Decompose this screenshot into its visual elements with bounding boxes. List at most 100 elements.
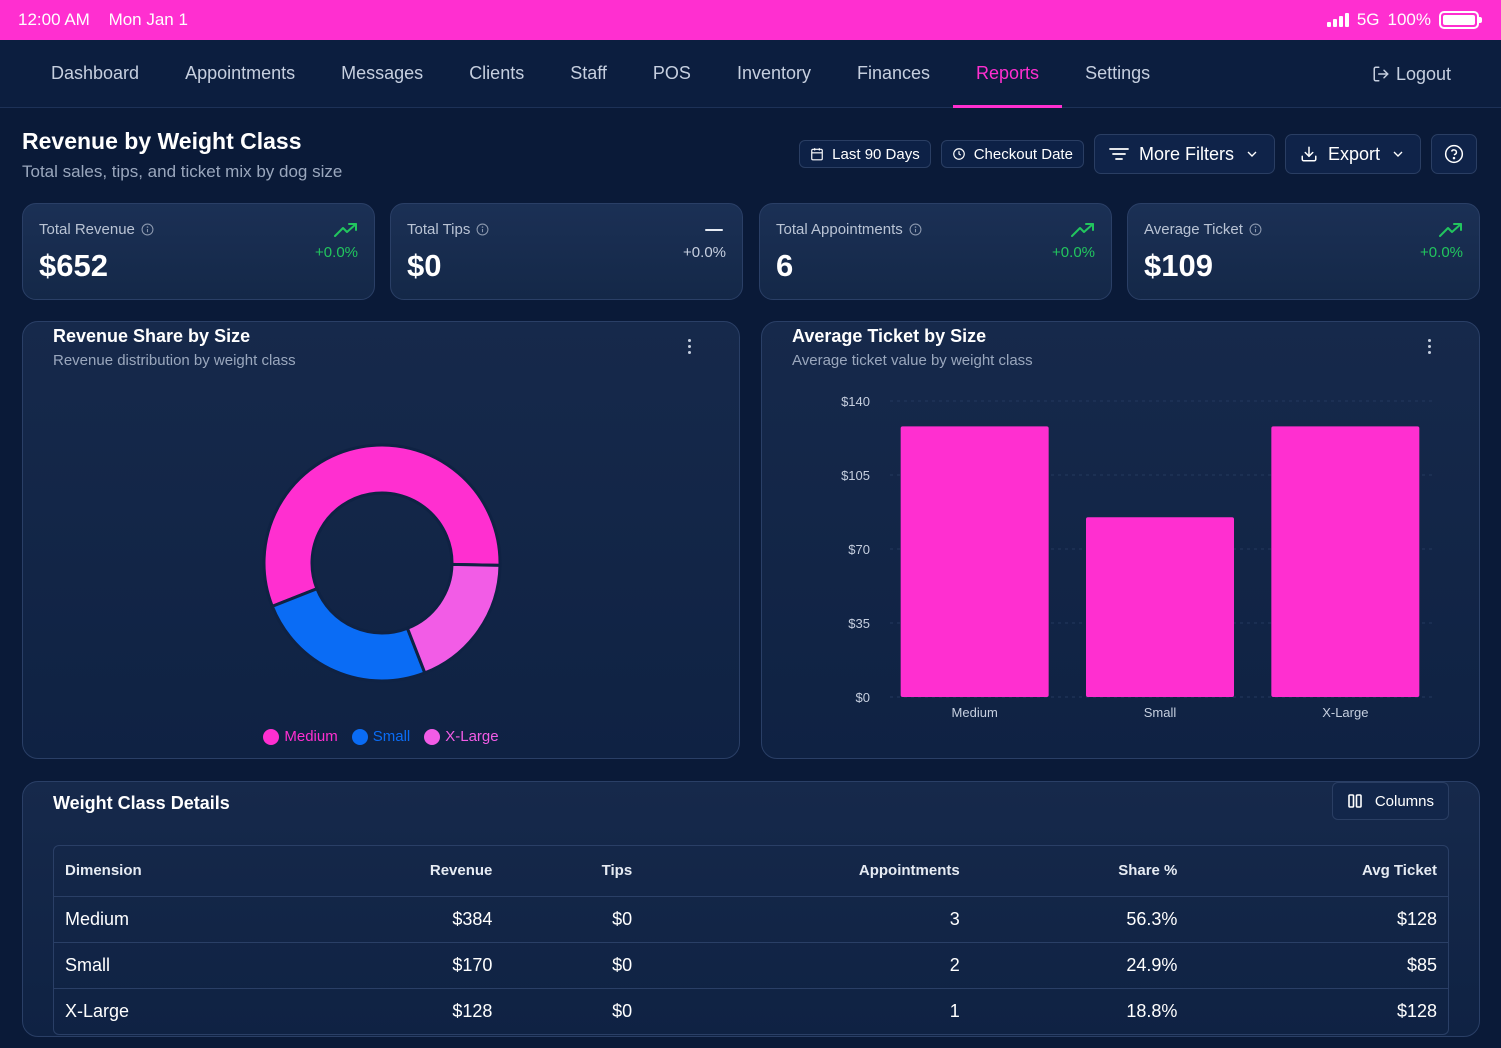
cell-avg-ticket: $128 [1396,1000,1437,1021]
columns-icon [1348,794,1362,808]
download-icon [1301,146,1317,162]
nav-item-clients[interactable]: Clients [469,63,525,83]
more-options-icon[interactable] [679,336,699,356]
y-tick-label: $0 [856,690,870,705]
cell-revenue: $384 [353,896,504,943]
bar-small[interactable] [1086,517,1234,697]
signal-icon [1326,13,1349,27]
column-header-revenue[interactable]: Revenue [353,846,504,897]
filter-icon [1109,148,1129,160]
trending-up-icon [334,223,357,237]
more-options-icon[interactable] [1419,336,1439,356]
info-icon [141,223,154,236]
kpi-delta: +0.0% [315,244,358,261]
calendar-icon [811,148,824,161]
date-type-picker[interactable]: Checkout Date [940,140,1084,168]
kpi-average-ticket: Average Ticket $109 +0.0% [1127,203,1480,300]
nav-item-staff[interactable]: Staff [570,63,607,83]
table-row[interactable]: Medium $384 $0 3 56.3% $128 [54,896,1448,943]
legend-item-small[interactable]: Small [351,728,410,745]
top-nav: Dashboard Appointments Messages Clients … [0,40,1501,108]
panel-subtitle: Average ticket value by weight class [792,352,1033,369]
kpi-total-revenue: Total Revenue $652 +0.0% [22,203,375,300]
nav-item-inventory[interactable]: Inventory [736,63,811,83]
cell-dimension: Medium [54,896,354,943]
columns-label: Columns [1374,792,1434,810]
bar-medium[interactable] [900,426,1049,697]
trending-up-icon [1071,223,1094,237]
trending-up-icon [1439,223,1462,237]
table-row[interactable]: Small $170 $0 2 24.9% $85 [54,942,1448,989]
nav-item-finances[interactable]: Finances [856,63,931,83]
y-tick-label: $35 [848,616,870,631]
cell-avg-ticket: $85 [1188,942,1448,989]
toolbar: Last 90 Days Checkout Date More Filters … [799,134,1477,174]
page-subtitle: Total sales, tips, and ticket mix by dog… [22,162,343,181]
kpi-delta: +0.0% [683,244,726,261]
nav-item-dashboard[interactable]: Dashboard [51,63,140,83]
cell-avg-ticket: $128 [1188,896,1448,943]
cell-tips: $0 [612,1000,633,1021]
details-table: Dimension Revenue Tips Appointments Shar… [53,845,1449,1035]
date-range-label: Last 90 Days [832,145,920,163]
columns-button[interactable]: Columns [1331,782,1449,820]
cell-appointments: 1 [949,1000,960,1021]
cell-dimension: X-Large [65,1000,130,1021]
cell-dimension: Small [54,942,354,989]
cell-share: 24.9% [970,942,1189,989]
network-label: 5G [1356,10,1380,29]
logout-label: Logout [1395,63,1451,84]
date-type-label: Checkout Date [973,145,1073,163]
x-tick-label: Small [1144,705,1177,720]
column-header-share[interactable]: Share % [970,846,1189,897]
y-tick-label: $70 [848,542,870,557]
nav-item-pos[interactable]: POS [652,63,691,83]
cell-share: 56.3% [970,896,1189,943]
chevron-down-icon [1247,151,1257,157]
info-icon [1249,223,1262,236]
x-tick-label: Medium [952,705,998,720]
column-header-tips[interactable]: Tips [503,846,644,897]
legend-item-xlarge[interactable]: X-Large [424,728,499,745]
cell-tips: $0 [503,896,644,943]
y-tick-label: $105 [841,468,870,483]
info-icon [909,223,922,236]
logout-icon [1373,66,1389,82]
legend-swatch [424,728,441,745]
export-label: Export [1327,143,1380,164]
nav-item-appointments[interactable]: Appointments [185,63,296,83]
donut-slice-small[interactable] [270,586,427,683]
column-header-avg-ticket[interactable]: Avg Ticket [1188,846,1448,897]
export-button[interactable]: Export [1284,134,1421,174]
y-tick-label: $140 [841,394,870,409]
kpi-value: $109 [1144,248,1213,283]
table-row[interactable]: X-Large $128 $0 1 18.8% $128 [54,988,1448,1034]
x-tick-label: X-Large [1322,705,1368,720]
legend-item-medium[interactable]: Medium [263,728,338,745]
kpi-delta: +0.0% [1052,244,1095,261]
more-filters-button[interactable]: More Filters [1093,134,1275,174]
nav-item-settings[interactable]: Settings [1085,63,1151,83]
nav-item-messages[interactable]: Messages [341,63,424,83]
bar-x-large[interactable] [1271,426,1420,697]
legend-swatch [351,728,368,745]
panel-subtitle: Revenue distribution by weight class [53,352,296,369]
nav-item-reports[interactable]: Reports [953,40,1063,108]
donut-slice-x-large[interactable] [405,562,502,675]
logout-button[interactable]: Logout [1372,40,1451,108]
cell-share: 18.8% [1126,1000,1178,1021]
table-title: Weight Class Details [53,793,230,813]
clock-icon [952,148,965,160]
legend-label: Medium [284,728,338,745]
date-range-picker[interactable]: Last 90 Days [799,140,931,168]
kpi-label: Average Ticket [1144,221,1243,238]
chart-legend: Medium Small X-Large [23,728,739,745]
donut-slice-medium[interactable] [262,443,502,609]
column-header-dimension[interactable]: Dimension [54,846,354,897]
cell-appointments: 2 [643,942,971,989]
column-header-appointments[interactable]: Appointments [643,846,971,897]
legend-swatch [263,728,280,745]
help-button[interactable] [1431,134,1477,174]
donut-chart [262,443,502,683]
status-date: Mon Jan 1 [108,10,188,29]
